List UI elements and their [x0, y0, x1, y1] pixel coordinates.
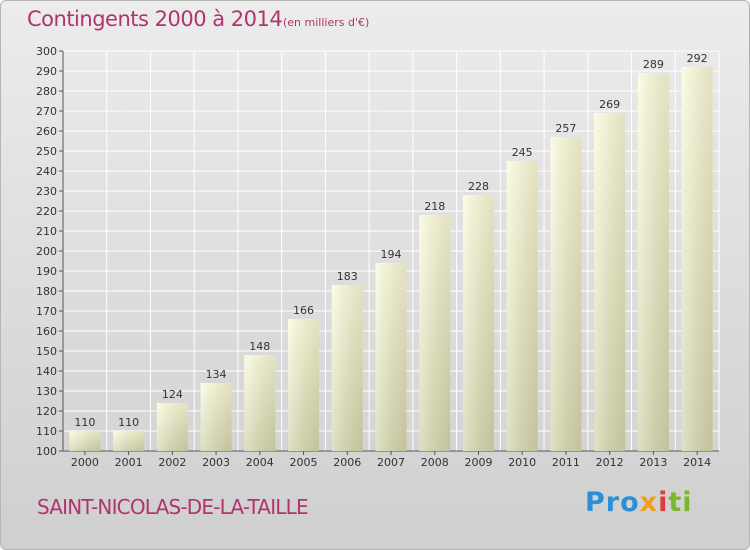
y-tick-label: 260 [36, 125, 57, 138]
proxiti-logo: Proxiti [585, 487, 693, 518]
value-label: 124 [162, 388, 183, 401]
logo-part: x [639, 487, 659, 518]
x-tick-label: 2004 [246, 456, 274, 469]
x-tick-label: 2009 [464, 456, 492, 469]
logo-part: Pro [585, 487, 640, 518]
value-label: 257 [555, 122, 576, 135]
y-tick-label: 230 [36, 185, 57, 198]
chart-subtitle: (en milliers d'€) [283, 16, 370, 29]
bar-shading [681, 67, 713, 451]
x-tick-label: 2007 [377, 456, 405, 469]
y-tick-label: 150 [36, 345, 57, 358]
value-label: 228 [468, 180, 489, 193]
commune-name: SAINT-NICOLAS-DE-LA-TAILLE [37, 495, 309, 519]
bars [69, 67, 713, 451]
y-tick-label: 180 [36, 285, 57, 298]
y-tick-label: 250 [36, 145, 57, 158]
value-label: 218 [424, 200, 445, 213]
bar-shading [506, 161, 538, 451]
bar-shading [156, 403, 188, 451]
bar-shading [462, 195, 494, 451]
logo-part: i [658, 487, 669, 518]
x-tick-label: 2012 [596, 456, 624, 469]
y-tick-label: 130 [36, 385, 57, 398]
x-tick-label: 2003 [202, 456, 230, 469]
y-tick-label: 140 [36, 365, 57, 378]
y-tick-label: 120 [36, 405, 57, 418]
value-label: 110 [74, 416, 95, 429]
y-tick-label: 280 [36, 85, 57, 98]
value-label: 194 [381, 248, 402, 261]
bar-shading [69, 431, 101, 451]
x-tick-label: 2005 [290, 456, 318, 469]
y-tick-label: 110 [36, 425, 57, 438]
bar-shading [375, 263, 407, 451]
x-tick-label: 2002 [158, 456, 186, 469]
x-tick-label: 2001 [115, 456, 143, 469]
bar-shading [200, 383, 232, 451]
value-label: 166 [293, 304, 314, 317]
bar-shading [288, 319, 320, 451]
value-label: 110 [118, 416, 139, 429]
x-tick-label: 2006 [333, 456, 361, 469]
y-tick-label: 170 [36, 305, 57, 318]
x-tick-label: 2011 [552, 456, 580, 469]
bar-shading [331, 285, 363, 451]
y-tick-label: 270 [36, 105, 57, 118]
y-tick-label: 300 [36, 45, 57, 58]
bar-shading [113, 431, 145, 451]
y-tick-label: 240 [36, 165, 57, 178]
x-tick-label: 2000 [71, 456, 99, 469]
x-tick-label: 2010 [508, 456, 536, 469]
chart-title: Contingents 2000 à 2014 [27, 7, 283, 31]
value-label: 289 [643, 58, 664, 71]
value-label: 245 [512, 146, 533, 159]
y-tick-label: 100 [36, 445, 57, 458]
y-tick-label: 190 [36, 265, 57, 278]
bar-shading [594, 113, 626, 451]
y-tick-label: 220 [36, 205, 57, 218]
x-tick-label: 2014 [683, 456, 711, 469]
value-label: 183 [337, 270, 358, 283]
y-tick-label: 210 [36, 225, 57, 238]
value-label: 148 [249, 340, 270, 353]
y-tick-label: 200 [36, 245, 57, 258]
value-label: 134 [206, 368, 227, 381]
logo-part: ti [668, 487, 693, 518]
y-tick-label: 160 [36, 325, 57, 338]
bar-shading [637, 73, 669, 451]
bar-shading [419, 215, 451, 451]
y-tick-label: 290 [36, 65, 57, 78]
value-label: 269 [599, 98, 620, 111]
tick-labels: 100 110 120 130 140 150 160 170 180 190 200 210 220 2… [36, 45, 711, 469]
bar-shading [550, 137, 582, 451]
value-label: 292 [687, 52, 708, 65]
bar-shading [244, 355, 276, 451]
x-tick-label: 2008 [421, 456, 449, 469]
value-labels: 110 110 124 134 148 166 183 194 218 228 245 257 269 2… [74, 52, 707, 429]
x-tick-label: 2013 [639, 456, 667, 469]
